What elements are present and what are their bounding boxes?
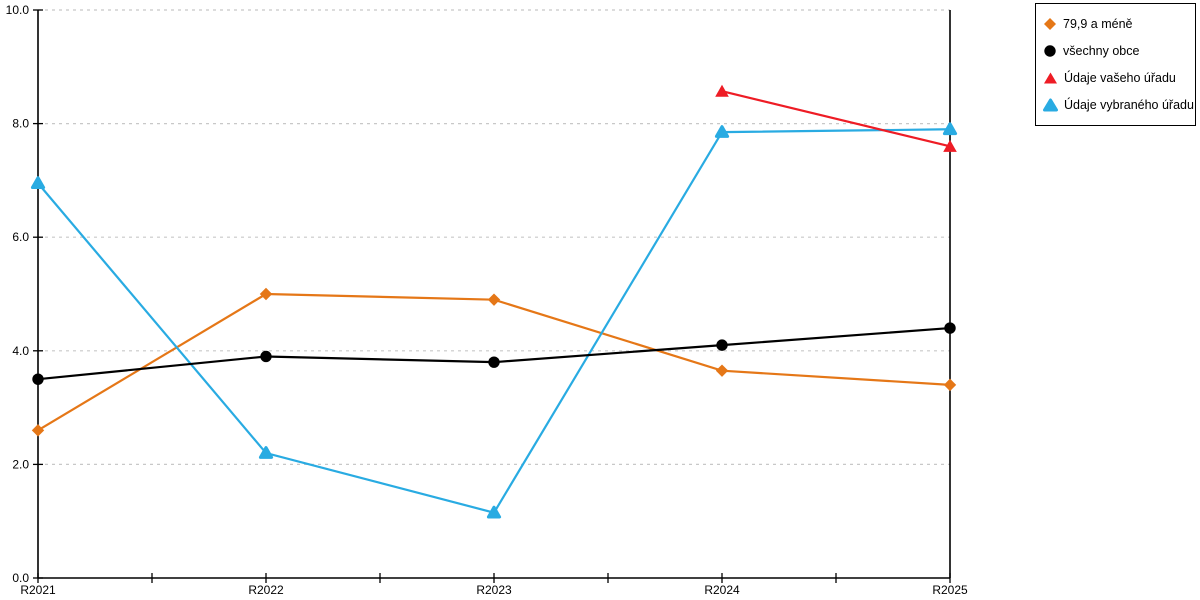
series-1: [32, 322, 956, 385]
data-point-diamond: [943, 378, 957, 392]
series-2: [715, 84, 957, 152]
legend-label: Údaje vybraného úřadu: [1064, 98, 1194, 113]
y-tick-label: 2.0: [12, 457, 29, 471]
x-tick-label: R2023: [476, 583, 512, 597]
series-3: [30, 122, 958, 519]
data-point-diamond: [715, 364, 729, 377]
legend-item-udaje-vybraneho-uradu: Údaje vybraného úřadu: [1043, 98, 1194, 113]
x-tick-label: R2025: [932, 583, 968, 597]
data-point-circle: [260, 350, 272, 363]
series-line: [721, 90, 951, 148]
data-point-triangle-rounded: [942, 122, 958, 136]
legend-label: Údaje vašeho úřadu: [1064, 71, 1176, 86]
data-point-diamond: [259, 287, 273, 301]
data-point-triangle-rounded: [486, 505, 502, 519]
data-point-circle: [944, 322, 956, 334]
gridlines: [38, 9, 950, 465]
triangle-rounded-icon: [1043, 98, 1058, 112]
legend-item-udaje-vaseho-uradu: Údaje vašeho úřadu: [1043, 71, 1191, 85]
data-point-triangle-rounded: [258, 446, 274, 459]
axes: [33, 9, 951, 583]
x-tick-label: R2022: [248, 583, 284, 597]
data-point-triangle: [715, 84, 729, 97]
data-point-circle: [488, 356, 500, 368]
y-tick-label: 8.0: [12, 117, 29, 131]
data-point-diamond: [487, 293, 501, 306]
series-0: [31, 287, 957, 437]
circle-icon: [1044, 45, 1056, 57]
data-point-circle: [32, 373, 44, 385]
legend-item-vsechny-obce: všechny obce: [1043, 44, 1191, 58]
diamond-icon: [1044, 17, 1056, 30]
legend-item-79-9-a-mene: 79,9 a méně: [1043, 17, 1191, 31]
x-tick-label: R2024: [704, 583, 740, 597]
data-point-diamond: [31, 424, 45, 437]
data-point-triangle-rounded: [714, 125, 730, 138]
data-point-triangle: [943, 139, 957, 152]
axis-labels: 0.0 2.0 4.0 6.0 8.0 10.0 R2021 R2022 R2023 R2024 R…: [6, 3, 968, 597]
x-tick-label: R2021: [20, 583, 56, 597]
series-line: [37, 128, 951, 514]
series-line: [37, 326, 951, 381]
y-tick-label: 6.0: [12, 230, 29, 244]
legend-label: všechny obce: [1063, 43, 1140, 58]
y-tick-label: 10.0: [6, 3, 30, 17]
legend-label: 79,9 a méně: [1063, 16, 1133, 31]
data-point-triangle-rounded: [30, 176, 46, 190]
data-point-circle: [716, 339, 728, 351]
y-tick-label: 0.0: [12, 571, 29, 585]
y-tick-label: 4.0: [12, 344, 29, 358]
legend: 79,9 a méně všechny obce Údaje vašeho úř…: [1035, 3, 1196, 126]
triangle-icon: [1044, 72, 1057, 84]
